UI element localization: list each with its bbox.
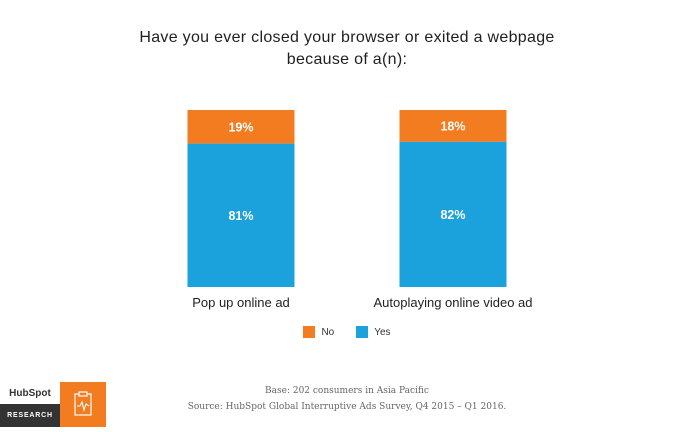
- hubspot-logo: HubSpot: [0, 382, 60, 404]
- research-tag-text: RESEARCH: [7, 412, 53, 419]
- legend: No Yes: [0, 326, 694, 338]
- hubspot-logo-text: HubSpot: [9, 387, 51, 399]
- bar-segment-no-2: [399, 110, 507, 142]
- stacked-bar-chart: 19% 81% Pop up online ad 18% 82% Autoplaying …: [187, 110, 533, 310]
- legend-swatch-yes: [356, 326, 369, 338]
- chart-title-line2: because of a(n):: [286, 51, 408, 68]
- bar-segment-yes-2: [399, 141, 507, 287]
- data-label-yes-2: 82%: [440, 208, 465, 222]
- footer-source: Source: HubSpot Global Interruptive Ads …: [187, 402, 507, 412]
- legend-label-yes: Yes: [374, 326, 391, 338]
- category-label-2: Autoplaying online video ad: [373, 295, 532, 310]
- data-label-no-1: 19%: [228, 120, 253, 134]
- legend-item-yes: Yes: [356, 326, 391, 338]
- chart-title-line1: Have you ever closed your browser or exi…: [139, 29, 555, 46]
- clipboard-pulse-icon: [74, 391, 92, 416]
- legend-item-no: No: [303, 326, 334, 338]
- data-label-yes-1: 81%: [228, 209, 253, 223]
- bar-segment-no-1: [187, 110, 295, 144]
- research-tag: RESEARCH: [0, 404, 60, 427]
- chart-title: Have you ever closed your browser or exi…: [0, 27, 694, 71]
- chart-footer: Base: 202 consumers in Asia Pacific Sour…: [0, 383, 694, 415]
- legend-label-no: No: [321, 326, 335, 338]
- footer-base: Base: 202 consumers in Asia Pacific: [265, 386, 429, 396]
- category-label-1: Pop up online ad: [192, 295, 290, 310]
- legend-swatch-no: [303, 326, 316, 338]
- data-label-no-2: 18%: [440, 119, 465, 133]
- bar-segment-yes-1: [187, 143, 295, 287]
- research-badge: [60, 382, 106, 427]
